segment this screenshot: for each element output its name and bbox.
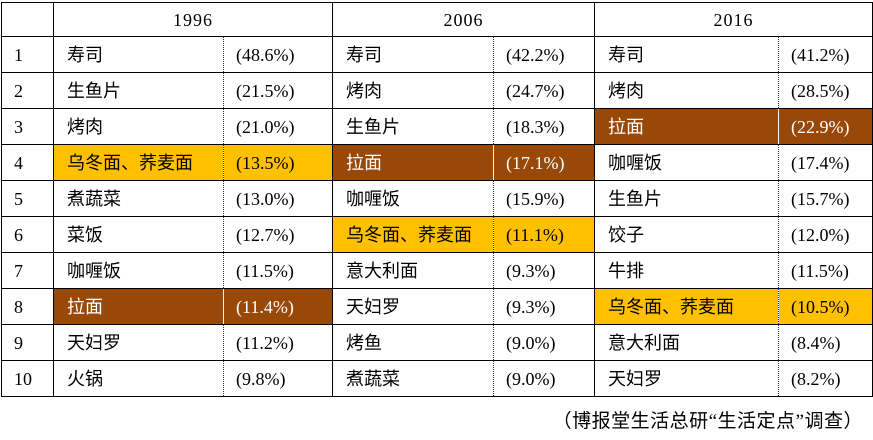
food-name-cell: 生鱼片: [332, 108, 494, 145]
year-header-1996: 1996: [53, 2, 333, 37]
percentage-cell: (9.8%): [223, 360, 333, 397]
food-name-cell: 烤肉: [53, 108, 224, 145]
food-name-cell: 乌冬面、荞麦面: [594, 288, 779, 325]
percentage-cell: (9.3%): [493, 288, 595, 325]
rank-cell: 6: [1, 216, 54, 253]
rank-cell: 10: [1, 360, 54, 397]
percentage-cell: (11.2%): [223, 324, 333, 361]
rank-cell: 3: [1, 108, 54, 145]
percentage-cell: (48.6%): [223, 36, 333, 73]
food-name-cell: 寿司: [332, 36, 494, 73]
table-row: 1 寿司 (48.6%) 寿司 (42.2%) 寿司 (41.2%): [1, 36, 873, 73]
food-name-cell: 乌冬面、荞麦面: [53, 144, 224, 181]
food-name-cell: 天妇罗: [53, 324, 224, 361]
percentage-cell: (13.0%): [223, 180, 333, 217]
table-header: 1996 2006 2016: [1, 2, 873, 37]
rank-cell: 7: [1, 252, 54, 289]
percentage-cell: (9.0%): [493, 324, 595, 361]
percentage-cell: (28.5%): [778, 72, 873, 109]
percentage-cell: (10.5%): [778, 288, 873, 325]
year-header-2006: 2006: [332, 2, 595, 37]
food-name-cell: 寿司: [53, 36, 224, 73]
percentage-cell: (12.0%): [778, 216, 873, 253]
percentage-cell: (11.1%): [493, 216, 595, 253]
food-name-cell: 煮蔬菜: [332, 360, 494, 397]
food-name-cell: 牛排: [594, 252, 779, 289]
food-name-cell: 火锅: [53, 360, 224, 397]
percentage-cell: (41.2%): [778, 36, 873, 73]
food-name-cell: 生鱼片: [594, 180, 779, 217]
percentage-cell: (42.2%): [493, 36, 595, 73]
food-name-cell: 意大利面: [594, 324, 779, 361]
food-name-cell: 天妇罗: [332, 288, 494, 325]
table-row: 4 乌冬面、荞麦面 (13.5%) 拉面 (17.1%) 咖喱饭 (17.4%): [1, 144, 873, 181]
rank-cell: 4: [1, 144, 54, 181]
percentage-cell: (11.5%): [223, 252, 333, 289]
year-header-2016: 2016: [594, 2, 873, 37]
percentage-cell: (12.7%): [223, 216, 333, 253]
food-name-cell: 咖喱饭: [53, 252, 224, 289]
food-name-cell: 咖喱饭: [332, 180, 494, 217]
percentage-cell: (22.9%): [778, 108, 873, 145]
food-name-cell: 寿司: [594, 36, 779, 73]
percentage-cell: (15.9%): [493, 180, 595, 217]
percentage-cell: (9.0%): [493, 360, 595, 397]
percentage-cell: (17.4%): [778, 144, 873, 181]
food-name-cell: 烤肉: [332, 72, 494, 109]
percentage-cell: (11.4%): [223, 288, 333, 325]
food-name-cell: 乌冬面、荞麦面: [332, 216, 494, 253]
percentage-cell: (11.5%): [778, 252, 873, 289]
table-row: 6 菜饭 (12.7%) 乌冬面、荞麦面 (11.1%) 饺子 (12.0%): [1, 216, 873, 253]
rank-cell: 9: [1, 324, 54, 361]
ranking-table-body: 1 寿司 (48.6%) 寿司 (42.2%) 寿司 (41.2%) 2 生鱼片 (21.5%) 烤…: [1, 36, 873, 397]
table-row: 10 火锅 (9.8%) 煮蔬菜 (9.0%) 天妇罗 (8.2%): [1, 360, 873, 397]
rank-cell: 8: [1, 288, 54, 325]
percentage-cell: (8.4%): [778, 324, 873, 361]
percentage-cell: (15.7%): [778, 180, 873, 217]
food-name-cell: 烤肉: [594, 72, 779, 109]
ranking-table: 1996 2006 2016 1 寿司 (48.6%) 寿司 (42.2%) 寿司 (41.…: [1, 2, 873, 397]
percentage-cell: (24.7%): [493, 72, 595, 109]
percentage-cell: (13.5%): [223, 144, 333, 181]
percentage-cell: (21.0%): [223, 108, 333, 145]
percentage-cell: (17.1%): [493, 144, 595, 181]
table-row: 5 煮蔬菜 (13.0%) 咖喱饭 (15.9%) 生鱼片 (15.7%): [1, 180, 873, 217]
food-name-cell: 菜饭: [53, 216, 224, 253]
percentage-cell: (8.2%): [778, 360, 873, 397]
table-row: 8 拉面 (11.4%) 天妇罗 (9.3%) 乌冬面、荞麦面 (10.5%): [1, 288, 873, 325]
rank-cell: 2: [1, 72, 54, 109]
table-row: 9 天妇罗 (11.2%) 烤鱼 (9.0%) 意大利面 (8.4%): [1, 324, 873, 361]
percentage-cell: (9.3%): [493, 252, 595, 289]
food-name-cell: 烤鱼: [332, 324, 494, 361]
food-name-cell: 意大利面: [332, 252, 494, 289]
food-name-cell: 拉面: [594, 108, 779, 145]
food-name-cell: 煮蔬菜: [53, 180, 224, 217]
food-name-cell: 生鱼片: [53, 72, 224, 109]
food-name-cell: 饺子: [594, 216, 779, 253]
source-note: （博报堂生活总研“生活定点”调查）: [552, 411, 863, 432]
header-row: 1996 2006 2016: [1, 2, 873, 37]
food-name-cell: 拉面: [332, 144, 494, 181]
percentage-cell: (21.5%): [223, 72, 333, 109]
rank-header-cell: [1, 2, 54, 37]
table-row: 3 烤肉 (21.0%) 生鱼片 (18.3%) 拉面 (22.9%): [1, 108, 873, 145]
food-name-cell: 天妇罗: [594, 360, 779, 397]
rank-cell: 5: [1, 180, 54, 217]
food-name-cell: 咖喱饭: [594, 144, 779, 181]
food-name-cell: 拉面: [53, 288, 224, 325]
rank-cell: 1: [1, 36, 54, 73]
table-row: 7 咖喱饭 (11.5%) 意大利面 (9.3%) 牛排 (11.5%): [1, 252, 873, 289]
table-row: 2 生鱼片 (21.5%) 烤肉 (24.7%) 烤肉 (28.5%): [1, 72, 873, 109]
percentage-cell: (18.3%): [493, 108, 595, 145]
